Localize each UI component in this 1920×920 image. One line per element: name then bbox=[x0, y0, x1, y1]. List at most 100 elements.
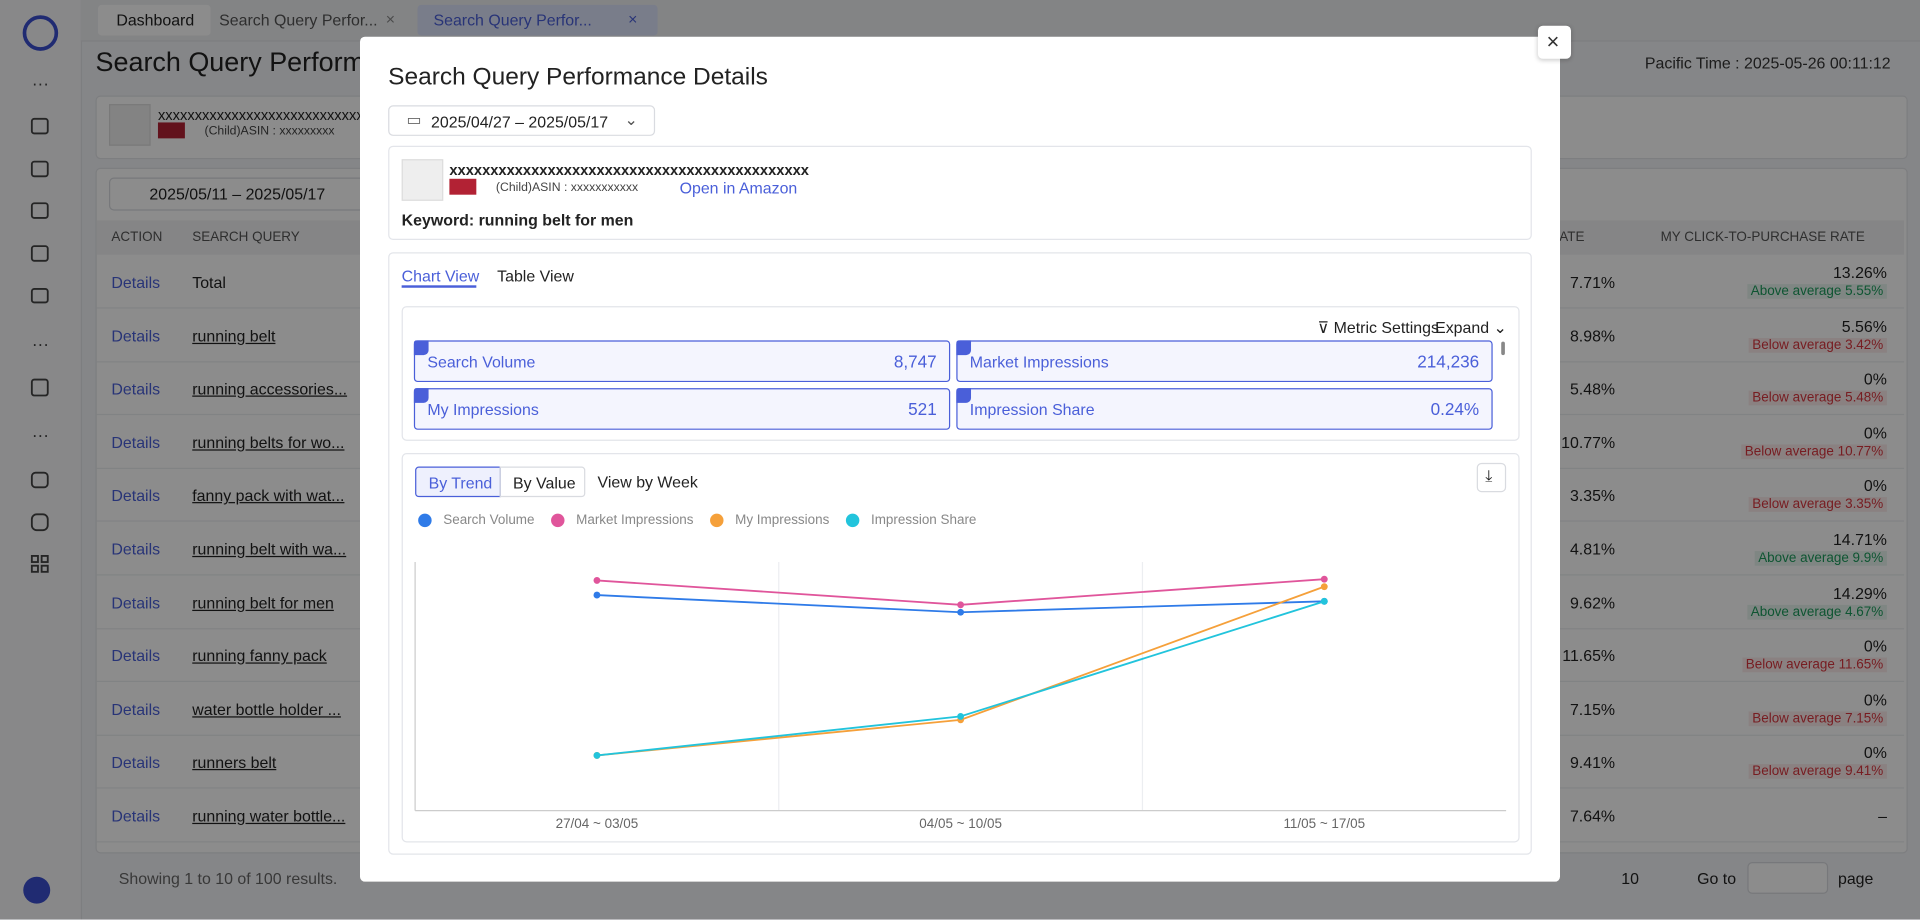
average-note: Below average 9.41% bbox=[1748, 764, 1887, 780]
metric-name: Impression Share bbox=[969, 400, 1095, 419]
product-card: xxxxxxxxxxxxxxxxxxxxxxxxxxxxxxxxxxxxxxxx… bbox=[388, 145, 1532, 241]
scrollbar bbox=[1501, 341, 1505, 356]
mode-label: By Trend bbox=[428, 473, 493, 493]
my-rate: 5.56% bbox=[1841, 316, 1887, 336]
average-note: Below average 3.35% bbox=[1748, 497, 1887, 513]
search-query[interactable]: running belt bbox=[192, 326, 276, 345]
column-header: MY CLICK-TO-PURCHASE RATE bbox=[1660, 230, 1865, 245]
details-link[interactable]: Details bbox=[111, 379, 161, 399]
search-query[interactable]: running belt for men bbox=[192, 593, 334, 612]
metric-check bbox=[413, 388, 429, 403]
details-link[interactable]: Details bbox=[111, 593, 161, 612]
modal-title: Search Query Performance Details bbox=[388, 63, 768, 91]
details-link[interactable]: Details bbox=[111, 433, 161, 452]
metric-value: 214,236 bbox=[1417, 351, 1480, 372]
metric-card[interactable]: Search Volume 8,747 bbox=[413, 340, 951, 383]
series-line bbox=[596, 600, 1325, 757]
x-tick-label: 11/05 ~ 17/05 bbox=[1283, 816, 1365, 831]
metric-check bbox=[956, 388, 972, 403]
avatar[interactable] bbox=[23, 876, 51, 904]
amazon-link[interactable]: Open in Amazon bbox=[679, 178, 798, 198]
details-link[interactable]: Details bbox=[111, 806, 161, 826]
goto-input[interactable] bbox=[1747, 862, 1829, 894]
average-note: Above average 4.67% bbox=[1747, 604, 1887, 620]
mode-button[interactable]: By Trend bbox=[415, 466, 501, 498]
search-query[interactable]: runners belt bbox=[192, 753, 277, 772]
metric-name: My Impressions bbox=[427, 400, 539, 419]
asin: (Child)ASIN : xxxxxxxxxxx bbox=[495, 181, 639, 195]
metric-card[interactable]: Impression Share 0.24% bbox=[956, 388, 1493, 430]
details-link[interactable]: Details bbox=[111, 646, 161, 666]
flag bbox=[449, 178, 477, 195]
icon[interactable] bbox=[30, 117, 49, 135]
column-header: ACTION bbox=[111, 230, 163, 245]
icon[interactable] bbox=[30, 378, 49, 397]
legend-label: Market Impressions bbox=[576, 512, 694, 527]
nav-tab-label: Search Query Perfor... bbox=[433, 11, 592, 30]
details-link[interactable]: Details bbox=[111, 540, 161, 559]
nav-tab[interactable]: Dashboard bbox=[97, 4, 211, 36]
icon[interactable] bbox=[30, 471, 49, 489]
search-query[interactable]: running water bottle... bbox=[192, 806, 346, 826]
expand[interactable]: Expand ⌄ bbox=[1435, 318, 1507, 337]
metric-check bbox=[413, 340, 429, 356]
modal: Search Query Performance Details ▭ 2025/… bbox=[360, 36, 1561, 882]
metric-name: Market Impressions bbox=[969, 352, 1109, 372]
metric-card[interactable]: Market Impressions 214,236 bbox=[956, 340, 1493, 383]
date-picker[interactable]: 2025/05/11 – 2025/05/17 bbox=[108, 177, 369, 211]
nav-tab-label: Search Query Perfor... bbox=[219, 11, 378, 30]
search-query[interactable]: running belt with wa... bbox=[192, 540, 347, 559]
date-range: 2025/05/11 – 2025/05/17 bbox=[149, 184, 326, 204]
search-query[interactable]: running fanny pack bbox=[192, 646, 327, 666]
data-point bbox=[593, 591, 601, 599]
page-number[interactable]: 10 bbox=[1621, 869, 1639, 888]
details-link[interactable]: Details bbox=[111, 753, 161, 772]
metric-card[interactable]: My Impressions 521 bbox=[413, 388, 951, 430]
my-rate: 0% bbox=[1863, 636, 1887, 656]
expand-label: Expand bbox=[1435, 318, 1490, 337]
data-point bbox=[593, 577, 601, 584]
view-tab[interactable]: Chart View bbox=[401, 266, 480, 286]
search-query[interactable]: fanny pack with wat... bbox=[192, 486, 345, 505]
details-link[interactable]: Details bbox=[111, 700, 161, 719]
results-summary: Showing 1 to 10 of 100 results. bbox=[118, 869, 338, 888]
details-link[interactable]: Details bbox=[111, 486, 161, 505]
search-query[interactable]: running belts for wo... bbox=[192, 433, 345, 452]
nav-tab[interactable]: Search Query Perfor... × bbox=[219, 9, 396, 30]
icon[interactable] bbox=[30, 245, 49, 262]
metric-value: 521 bbox=[908, 399, 937, 419]
metric-settings[interactable]: ⊽ Metric Settings bbox=[1317, 318, 1439, 337]
product-image bbox=[108, 104, 151, 146]
keyword: Keyword: running belt for men bbox=[401, 210, 634, 229]
mode-button[interactable]: By Value bbox=[499, 466, 586, 498]
date-picker[interactable]: ▭ 2025/04/27 – 2025/05/17 ⌄ bbox=[388, 105, 656, 136]
rate: 8.98% bbox=[1569, 326, 1616, 345]
legend-marker bbox=[710, 513, 724, 528]
icon[interactable] bbox=[30, 202, 49, 219]
my-rate: 0% bbox=[1863, 476, 1887, 496]
data-point bbox=[957, 608, 965, 616]
search-query: Total bbox=[192, 273, 226, 292]
icon[interactable] bbox=[30, 288, 49, 304]
search-query[interactable]: running accessories... bbox=[192, 379, 348, 399]
download-button[interactable]: ⤓ bbox=[1476, 462, 1507, 493]
details-link[interactable]: Details bbox=[111, 326, 161, 345]
average-note: Below average 5.48% bbox=[1748, 390, 1887, 406]
granularity[interactable]: View by Week bbox=[597, 472, 698, 492]
close-button[interactable]: × bbox=[1537, 25, 1572, 59]
search-query[interactable]: water bottle holder ... bbox=[192, 700, 341, 719]
product-name: xxxxxxxxxxxxxxxxxxxxxxxxxxxxxx bbox=[157, 106, 379, 124]
icon[interactable] bbox=[30, 160, 49, 178]
product-image bbox=[401, 159, 444, 201]
icon[interactable] bbox=[30, 513, 49, 532]
logo bbox=[22, 15, 59, 51]
date-range: 2025/04/27 – 2025/05/17 bbox=[431, 112, 609, 132]
x-tick-label: 27/04 ~ 03/05 bbox=[556, 816, 639, 831]
my-rate: 0% bbox=[1863, 743, 1887, 763]
view-tab[interactable]: Table View bbox=[497, 266, 574, 286]
my-rate: 0% bbox=[1863, 370, 1887, 389]
nav-tab[interactable]: Search Query Perfor... × bbox=[417, 4, 658, 36]
x-tick-label: 04/05 ~ 10/05 bbox=[919, 816, 1002, 831]
details-link[interactable]: Details bbox=[111, 273, 161, 292]
rate: 10.77% bbox=[1561, 433, 1616, 452]
